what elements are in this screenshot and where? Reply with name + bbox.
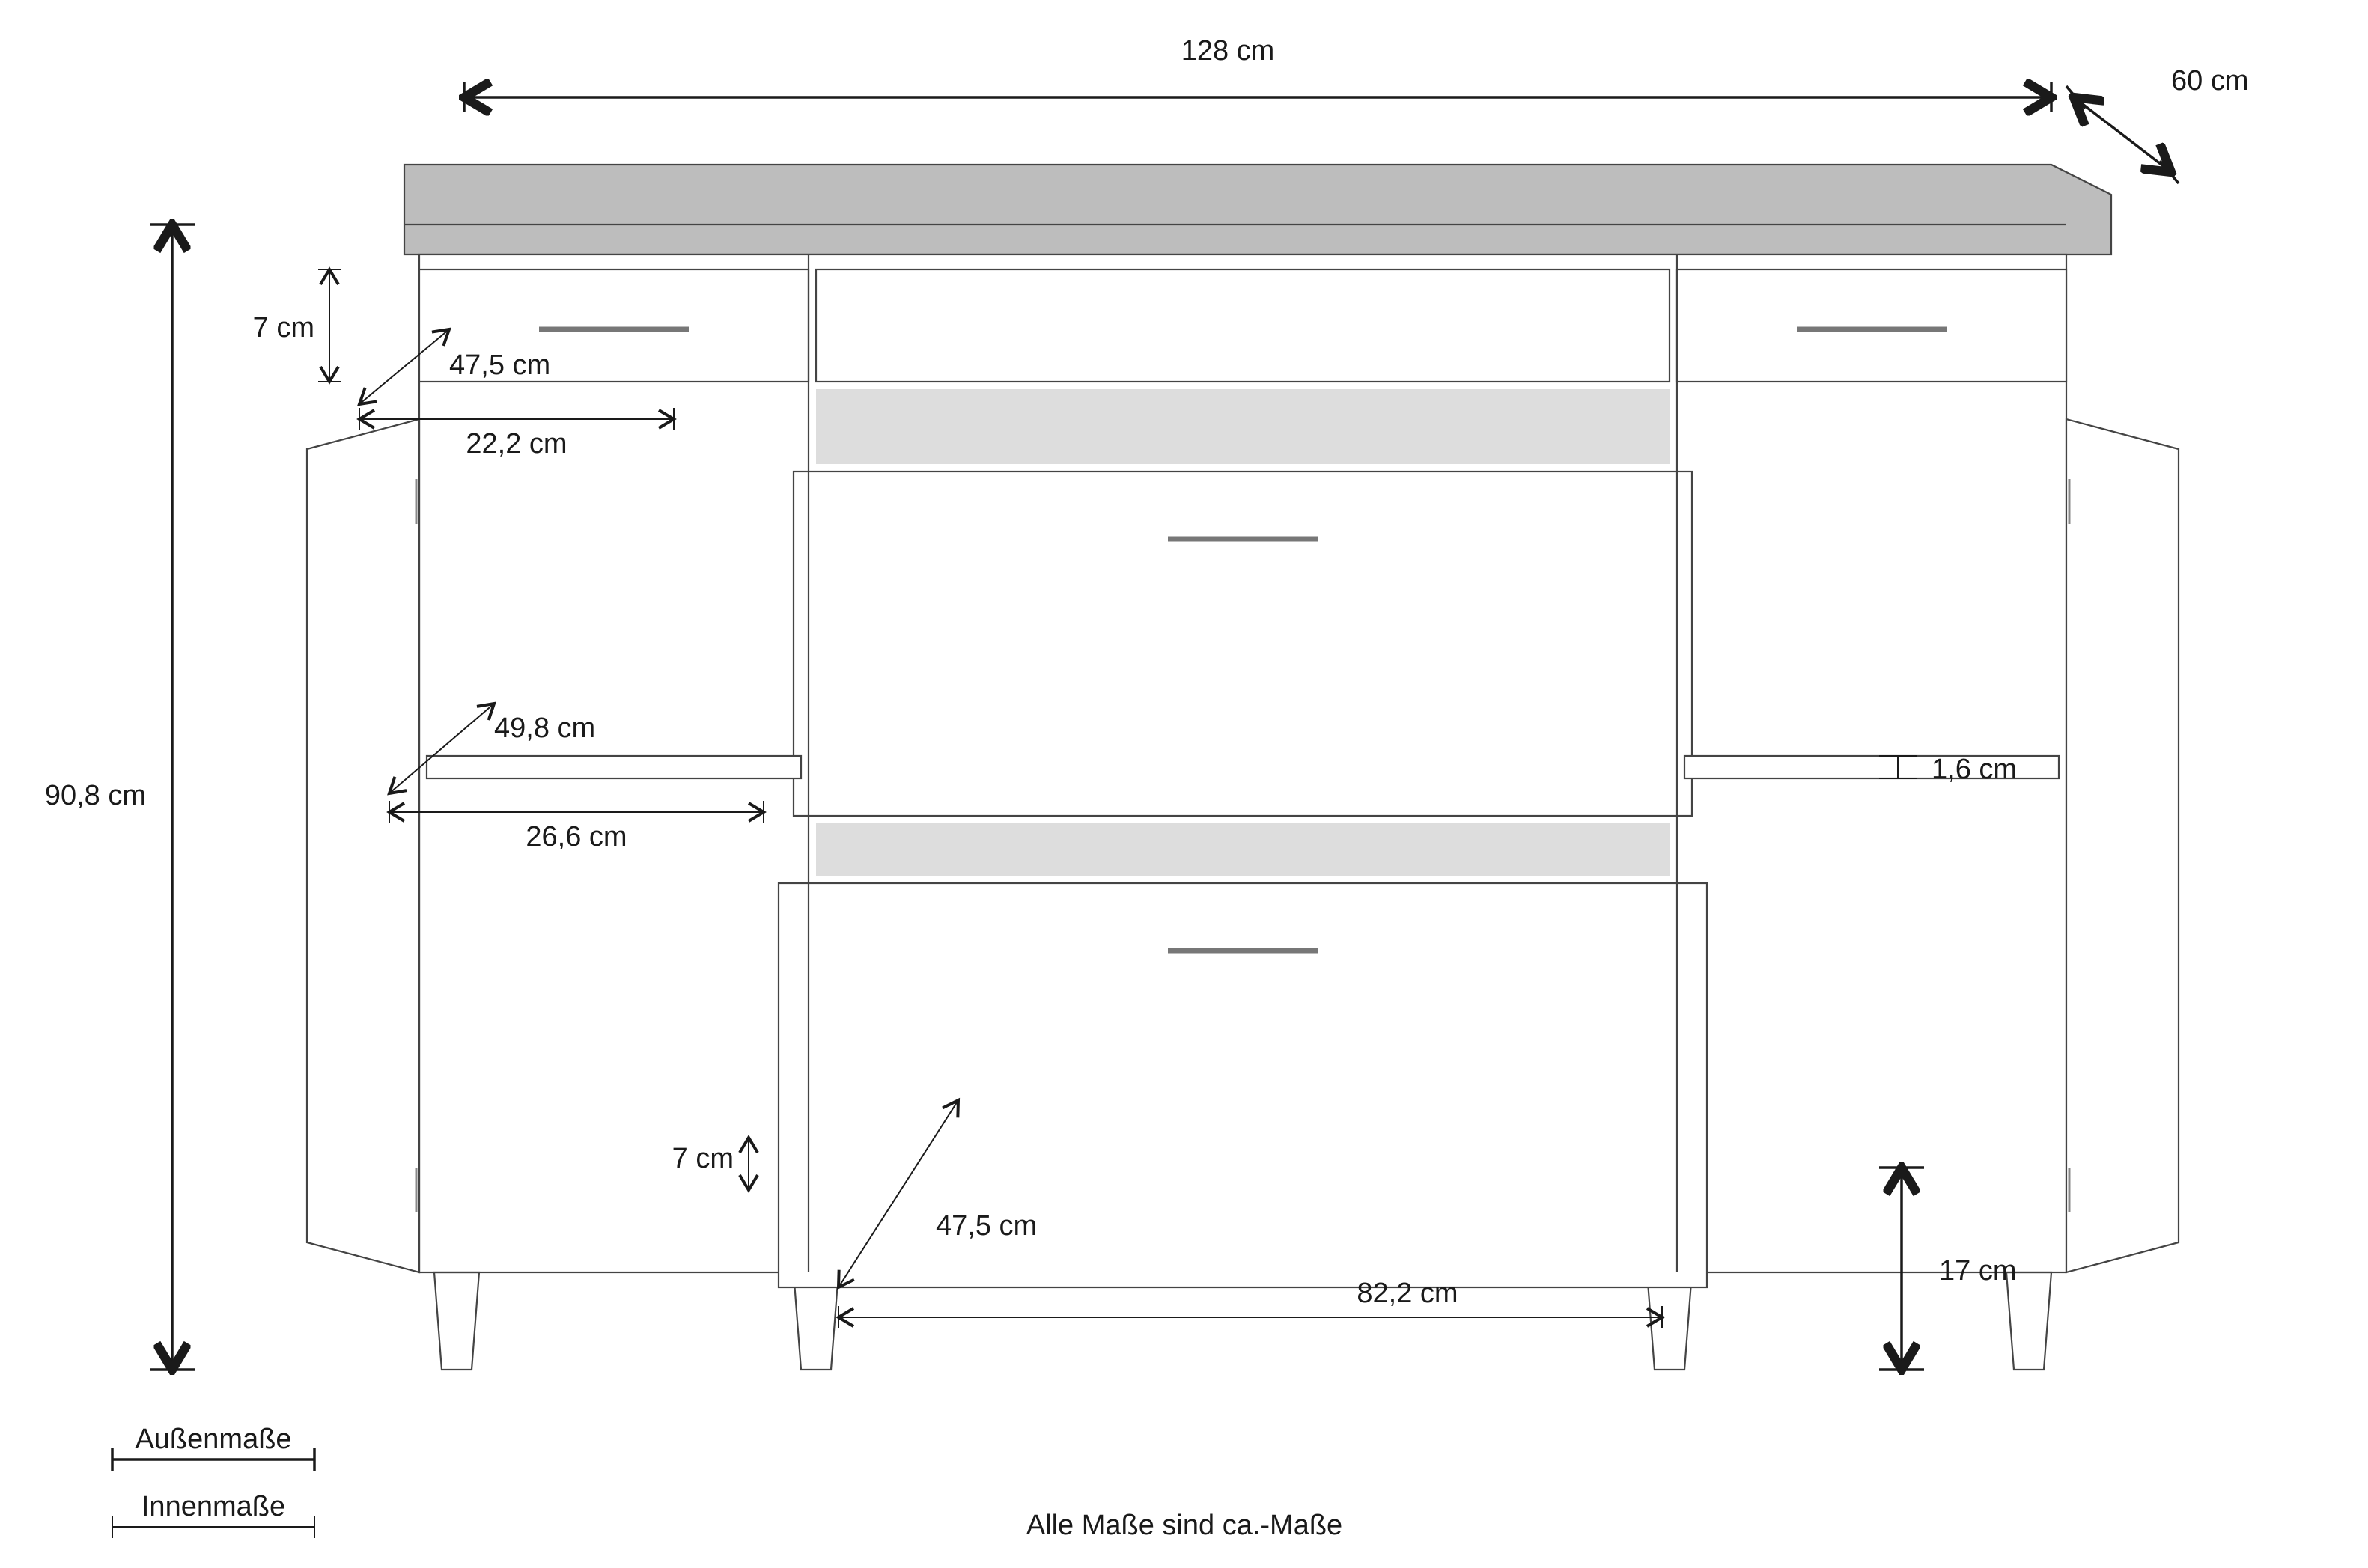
left-shelf: [427, 756, 801, 778]
dim-shelf-w-label: 26,6 cm: [526, 821, 627, 852]
centre-top-panel: [816, 269, 1670, 382]
dim-shelf-depth-label: 49,8 cm: [494, 713, 595, 744]
dim-small-drawer-h-label: 7 cm: [253, 312, 314, 344]
dim-height: 90,8 cm: [45, 225, 195, 1370]
dim-top-depth: 60 cm: [2066, 65, 2248, 183]
dim-height-label: 90,8 cm: [45, 780, 146, 811]
worktop: [404, 165, 2111, 254]
dim-big-drawer-w-label: 82,2 cm: [1357, 1278, 1458, 1309]
dim-top-width-label: 128 cm: [1181, 35, 1275, 67]
dim-shelf-thickness-label: 1,6 cm: [1932, 754, 2017, 785]
dim-big-gap-label: 7 cm: [672, 1143, 734, 1174]
dim-small-drawer-w-label: 22,2 cm: [466, 428, 567, 460]
dim-top-width: 128 cm: [464, 35, 2051, 112]
left-door: [307, 419, 419, 1272]
right-door: [2066, 419, 2179, 1272]
big-drawer-lower: [779, 883, 1707, 1287]
right-small-drawer: [1677, 269, 2066, 382]
diagram-stage: 128 cm 60 cm 90,8 cm 7 cm 47,5 cm 22,2 c…: [0, 0, 2368, 1564]
caption: Alle Maße sind ca.-Maße: [1026, 1510, 1342, 1541]
diagram-svg: 128 cm 60 cm 90,8 cm 7 cm 47,5 cm 22,2 c…: [0, 0, 2368, 1564]
centre-opening: [816, 389, 1670, 464]
dim-leg-h-label: 17 cm: [1939, 1255, 2016, 1287]
dim-small-drawer-h: 7 cm: [253, 269, 341, 382]
big-drawer-upper: [794, 472, 1692, 816]
dim-top-depth-label: 60 cm: [2171, 65, 2248, 97]
legend-outer-label: Außenmaße: [135, 1424, 291, 1455]
legend-inner-label: Innenmaße: [141, 1491, 285, 1522]
legend: Außenmaße Innenmaße: [112, 1424, 314, 1538]
dim-big-drawer-depth-label: 47,5 cm: [936, 1210, 1037, 1242]
dim-small-drawer-depth-label: 47,5 cm: [449, 350, 550, 381]
